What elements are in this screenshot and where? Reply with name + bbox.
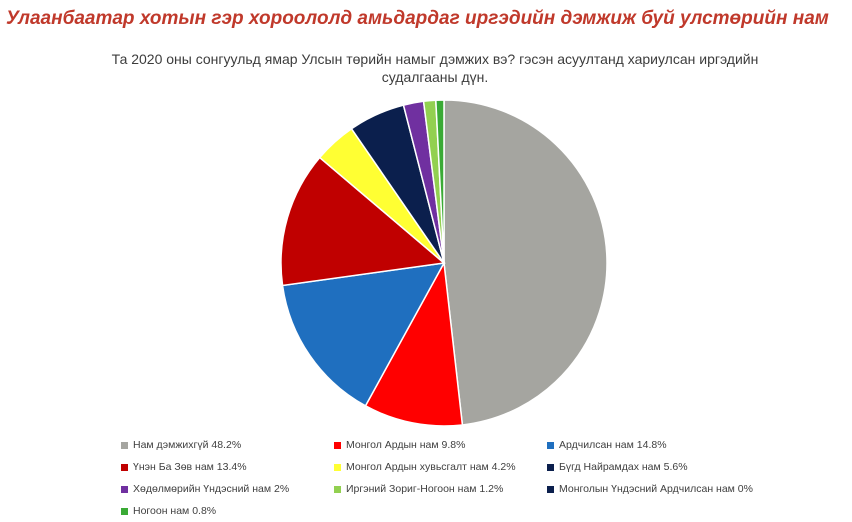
legend-swatch <box>121 463 128 471</box>
legend-item: Хөдөлмөрийн Үндэсний нам 2% <box>121 482 334 496</box>
chart-title-line-2: судалгааны дүн. <box>381 69 489 85</box>
legend-swatch <box>334 485 341 493</box>
legend-label: Иргэний Зориг-Ногоон нам 1.2% <box>346 483 504 495</box>
legend-label: Хөдөлмөрийн Үндэсний нам 2% <box>133 483 290 495</box>
legend-swatch <box>121 507 128 515</box>
pie-slice <box>443 99 608 426</box>
legend-label: Ногоон нам 0.8% <box>133 505 217 517</box>
legend-item: Бүгд Найрамдах нам 5.6% <box>547 460 807 474</box>
pie-slice <box>280 156 446 287</box>
chart-legend: Нам дэмжихгүй 48.2% Монгол Ардын нам 9.8%… <box>121 438 841 518</box>
pie-slice <box>281 262 446 407</box>
legend-swatch <box>334 463 341 471</box>
legend-item: Монгол Ардын нам 9.8% <box>334 438 547 452</box>
legend-item: Иргэний Зориг-Ногоон нам 1.2% <box>334 482 547 496</box>
chart-title-line-1: Та 2020 оны сонгуульд ямар Улсын төрийн … <box>111 51 759 67</box>
legend-label: Монгол Ардын нам 9.8% <box>346 439 466 451</box>
legend-swatch <box>334 441 341 449</box>
pie-slice <box>364 260 464 427</box>
legend-swatch <box>121 441 128 449</box>
page-title: Улаанбаатар хотын гэр хороололд амьдарда… <box>6 8 829 29</box>
legend-swatch <box>547 485 554 493</box>
legend-label: Үнэн Ба Зөв нам 13.4% <box>133 461 247 473</box>
legend-item: Нам дэмжихгүй 48.2% <box>121 438 334 452</box>
legend-item: Монголын Үндэсний Ардчилсан нам 0% <box>547 482 807 496</box>
legend-label: Ардчилсан нам 14.8% <box>559 439 667 451</box>
legend-item: Ногоон нам 0.8% <box>121 504 334 518</box>
chart-title: Та 2020 оны сонгуульд ямар Улсын төрийн … <box>20 50 850 86</box>
legend-label: Нам дэмжихгүй 48.2% <box>133 439 242 451</box>
legend-label: Бүгд Найрамдах нам 5.6% <box>559 461 688 473</box>
legend-swatch <box>547 441 554 449</box>
legend-label: Монголын Үндэсний Ардчилсан нам 0% <box>559 483 753 495</box>
legend-item: Монгол Ардын хувьсгалт нам 4.2% <box>334 460 547 474</box>
pie-slice <box>435 99 445 264</box>
legend-swatch <box>547 463 554 471</box>
legend-swatch <box>121 485 128 493</box>
legend-label: Монгол Ардын хувьсгалт нам 4.2% <box>346 461 516 473</box>
legend-item: Үнэн Ба Зөв нам 13.4% <box>121 460 334 474</box>
legend-item: Ардчилсан нам 14.8% <box>547 438 807 452</box>
